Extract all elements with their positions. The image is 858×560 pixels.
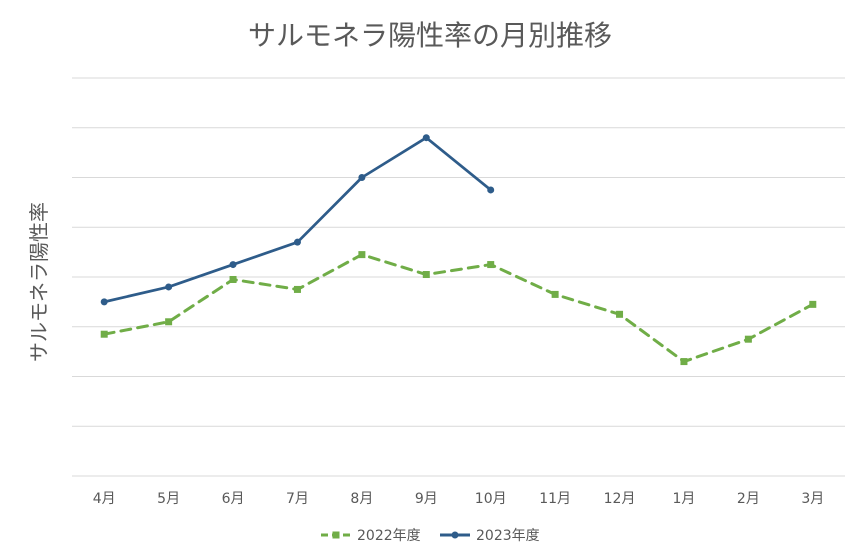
x-tick-label: 8月 (350, 491, 373, 507)
data-point (616, 310, 624, 318)
legend-marker (332, 531, 340, 539)
legend-item: 2023年度 (440, 528, 540, 544)
data-point (100, 298, 108, 306)
series-0 (100, 251, 817, 366)
x-tick-label: 1月 (672, 491, 695, 507)
series-line (102, 253, 815, 364)
chart-title: サルモネラ陽性率の月別推移 (248, 19, 612, 52)
data-point (165, 283, 173, 291)
data-point (358, 251, 366, 259)
x-tick-label: 6月 (222, 491, 245, 507)
data-point (744, 335, 752, 343)
legend: 2022年度 2023年度 (321, 528, 540, 544)
x-axis-ticks: 4月 5月 6月 7月 8月 9月 10月 11月 12月 1月 2月 3月 (93, 491, 825, 507)
legend-item: 2022年度 (321, 528, 421, 544)
data-point (551, 290, 559, 298)
x-tick-label: 5月 (157, 491, 180, 507)
data-point (100, 330, 108, 338)
x-tick-label: 3月 (801, 491, 824, 507)
data-point (229, 275, 237, 283)
legend-label: 2022年度 (357, 528, 421, 544)
x-tick-label: 10月 (475, 491, 507, 507)
x-tick-label: 4月 (93, 491, 116, 507)
data-point (358, 174, 366, 181)
series-1 (100, 134, 495, 306)
y-axis-label: サルモネラ陽性率 (27, 202, 51, 362)
x-tick-label: 7月 (286, 491, 309, 507)
x-tick-label: 9月 (415, 491, 438, 507)
data-point (422, 271, 430, 279)
data-point (487, 261, 495, 269)
gridlines (72, 77, 845, 477)
x-tick-label: 11月 (539, 491, 571, 507)
data-point (809, 300, 817, 308)
data-point (422, 134, 430, 142)
data-point (487, 186, 495, 194)
data-point (165, 318, 173, 326)
series-group (100, 134, 817, 366)
data-point (680, 358, 688, 366)
legend-label: 2023年度 (476, 528, 540, 544)
data-point (293, 285, 301, 293)
x-tick-label: 2月 (737, 491, 760, 507)
data-point (293, 238, 301, 246)
data-point (229, 261, 237, 269)
legend-marker (451, 531, 459, 539)
x-tick-label: 12月 (604, 491, 636, 507)
